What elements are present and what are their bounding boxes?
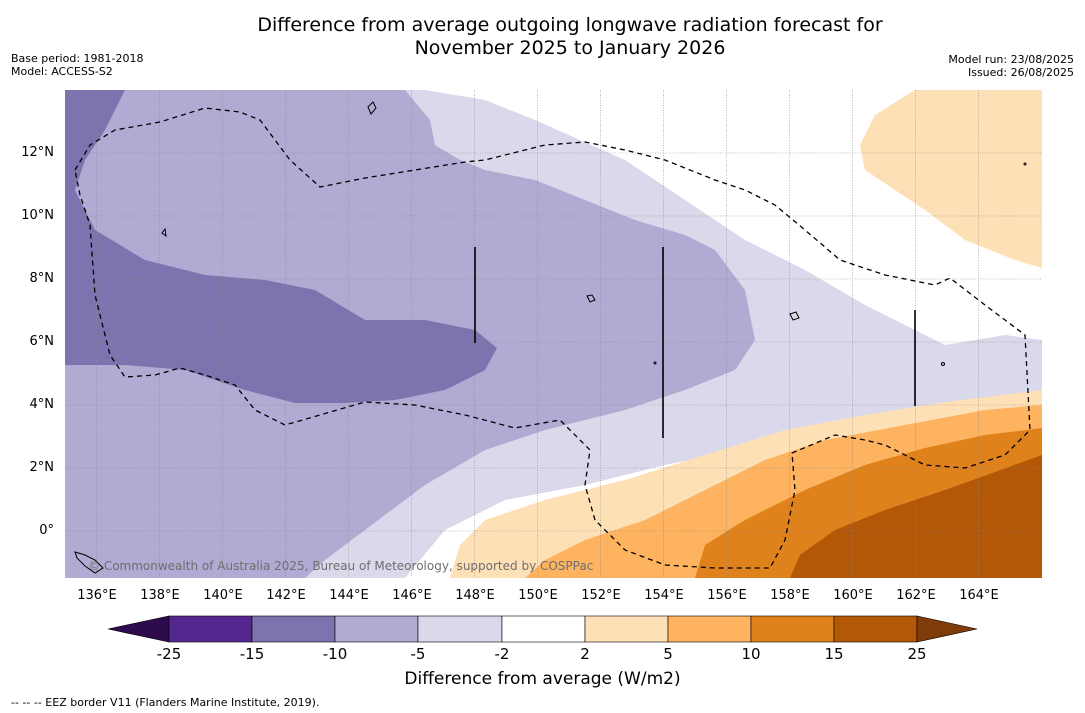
gridlines [65, 90, 1042, 578]
eez-border-west [74, 107, 1031, 569]
lon-label-142e: 142°E [266, 588, 306, 603]
issued-date: Issued: 26/08/2025 [967, 66, 1074, 79]
colorbar-tick-m15: -15 [239, 645, 265, 663]
colorbar-tick-m5: -5 [410, 645, 426, 663]
colorbar-bin-7 [667, 615, 752, 643]
map-plot [65, 90, 1042, 578]
colorbar [107, 615, 978, 643]
copyright-text: © Commonwealth of Australia 2025, Bureau… [88, 559, 594, 573]
lon-label-138e: 138°E [140, 588, 180, 603]
colorbar-over-arrow [916, 615, 978, 643]
colorbar-tick-10: 10 [741, 645, 761, 663]
lat-label-2n: 2°N [29, 460, 55, 475]
colorbar-bin-1 [168, 615, 253, 643]
region-brown [790, 455, 1042, 578]
lat-label-8n: 8°N [29, 271, 55, 286]
region-dark-purple [65, 90, 497, 403]
colorbar-bin-8 [750, 615, 835, 643]
model-name: Model: ACCESS-S2 [11, 65, 113, 78]
meta-right: Model run: 23/08/2025 Issued: 26/08/2025 [948, 53, 1074, 79]
colorbar-bin-5 [501, 615, 586, 643]
lon-label-160e: 160°E [833, 588, 873, 603]
colorbar-tick-15: 15 [824, 645, 844, 663]
lat-label-6n: 6°N [29, 334, 55, 349]
colorbar-tick-2: 2 [580, 645, 590, 663]
base-period: Base period: 1981-2018 [11, 52, 144, 65]
eez-footnote: -- -- -- EEZ border V11 (Flanders Marine… [11, 696, 320, 709]
meta-left: Base period: 1981-2018 Model: ACCESS-S2 [11, 52, 143, 78]
colorbar-tick-m10: -10 [322, 645, 348, 663]
colorbar-tick-m25: -25 [156, 645, 182, 663]
colorbar-bin-3 [334, 615, 419, 643]
lat-label-12n: 12°N [21, 145, 54, 160]
colorbar-label: Difference from average (W/m2) [404, 669, 681, 689]
colorbar-tick-m2: -2 [494, 645, 510, 663]
lat-label-0: 0° [39, 523, 54, 538]
lon-label-158e: 158°E [770, 588, 810, 603]
title-line-1: Difference from average outgoing longwav… [257, 14, 883, 36]
lon-label-154e: 154°E [644, 588, 684, 603]
lon-label-146e: 146°E [392, 588, 432, 603]
lon-label-164e: 164°E [959, 588, 999, 603]
lon-label-136e: 136°E [77, 588, 117, 603]
lon-label-152e: 152°E [581, 588, 621, 603]
lon-label-156e: 156°E [707, 588, 747, 603]
colorbar-under-arrow [107, 615, 170, 643]
colorbar-bin-6 [584, 615, 669, 643]
lon-label-162e: 162°E [896, 588, 936, 603]
colorbar-tick-5: 5 [663, 645, 673, 663]
model-run: Model run: 23/08/2025 [948, 53, 1074, 66]
title-line-2: November 2025 to January 2026 [414, 37, 726, 59]
lon-label-150e: 150°E [518, 588, 558, 603]
lon-label-140e: 140°E [203, 588, 243, 603]
colorbar-bin-4 [417, 615, 503, 643]
colorbar-tick-25: 25 [907, 645, 927, 663]
lat-label-10n: 10°N [21, 208, 54, 223]
chart-title: Difference from average outgoing longwav… [0, 14, 1085, 60]
islands [74, 101, 1027, 574]
colorbar-bin-2 [251, 615, 336, 643]
region-light-orange-top [860, 90, 1042, 268]
lon-label-148e: 148°E [455, 588, 495, 603]
colorbar-bin-9 [833, 615, 918, 643]
lat-label-4n: 4°N [29, 397, 55, 412]
lon-label-144e: 144°E [329, 588, 369, 603]
